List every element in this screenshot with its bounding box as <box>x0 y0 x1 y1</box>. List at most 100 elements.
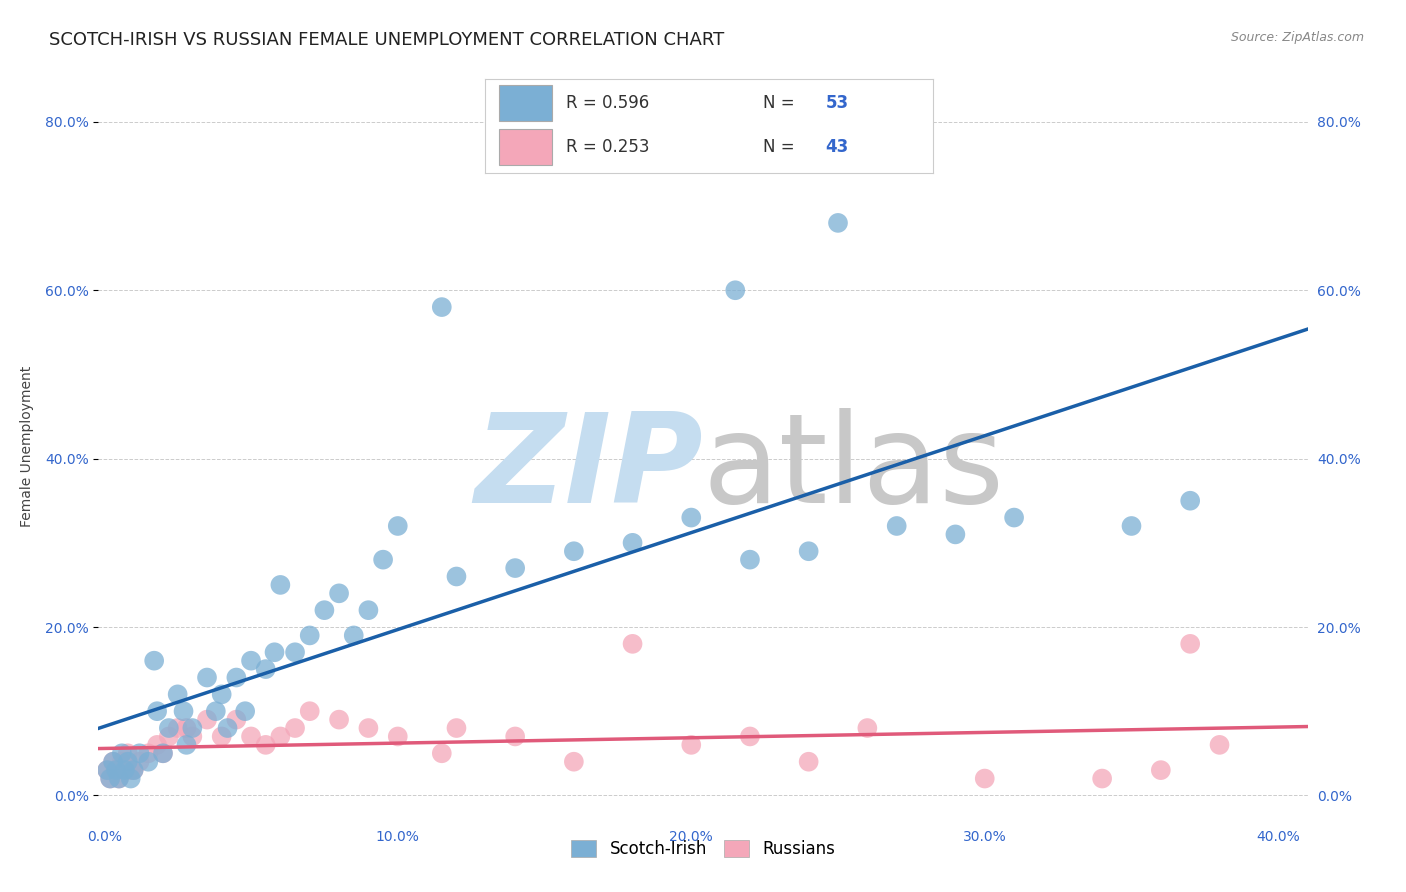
Point <box>122 763 145 777</box>
Point <box>101 755 124 769</box>
Point <box>343 628 366 642</box>
Point <box>120 763 142 777</box>
Point <box>430 300 453 314</box>
Point <box>1002 510 1025 524</box>
Point <box>1091 772 1114 786</box>
Point <box>240 654 263 668</box>
Point <box>152 746 174 760</box>
Point <box>225 671 247 685</box>
Point <box>157 730 180 744</box>
Point <box>1121 519 1143 533</box>
Point <box>176 738 198 752</box>
Point <box>314 603 336 617</box>
Point <box>173 704 195 718</box>
Y-axis label: Female Unemployment: Female Unemployment <box>20 366 34 526</box>
Point <box>157 721 180 735</box>
Point <box>263 645 285 659</box>
Point <box>328 586 350 600</box>
Point <box>105 763 128 777</box>
Point <box>122 763 145 777</box>
Point <box>562 544 585 558</box>
Point <box>101 755 124 769</box>
Point <box>856 721 879 735</box>
Point <box>128 755 150 769</box>
Point <box>254 662 277 676</box>
Point <box>738 552 761 566</box>
Point <box>298 704 321 718</box>
Point <box>233 704 256 718</box>
Point <box>1150 763 1173 777</box>
Point <box>681 510 703 524</box>
Point <box>827 216 849 230</box>
Point <box>136 746 159 760</box>
Point <box>225 713 247 727</box>
Point <box>1208 738 1230 752</box>
Point <box>973 772 995 786</box>
Point <box>1180 493 1202 508</box>
Point <box>269 730 291 744</box>
Point <box>328 713 350 727</box>
Point <box>621 536 644 550</box>
Point <box>146 738 169 752</box>
Point <box>446 721 468 735</box>
Point <box>446 569 468 583</box>
Point <box>298 628 321 642</box>
Point <box>108 772 131 786</box>
Point <box>240 730 263 744</box>
Point <box>945 527 967 541</box>
Point <box>1180 637 1202 651</box>
Text: SCOTCH-IRISH VS RUSSIAN FEMALE UNEMPLOYMENT CORRELATION CHART: SCOTCH-IRISH VS RUSSIAN FEMALE UNEMPLOYM… <box>49 31 724 49</box>
Point <box>146 704 169 718</box>
Point <box>136 755 159 769</box>
Point <box>724 283 747 297</box>
Point <box>152 746 174 760</box>
Point <box>176 721 198 735</box>
Point <box>96 763 118 777</box>
Point <box>96 763 118 777</box>
Point <box>98 772 121 786</box>
Point <box>371 552 394 566</box>
Point <box>204 704 226 718</box>
Point <box>211 687 233 701</box>
Point <box>387 730 409 744</box>
Point <box>217 721 239 735</box>
Point <box>562 755 585 769</box>
Point <box>166 687 188 701</box>
Point <box>117 755 139 769</box>
Point <box>120 772 142 786</box>
Point <box>111 755 134 769</box>
Point <box>269 578 291 592</box>
Legend: Scotch-Irish, Russians: Scotch-Irish, Russians <box>565 833 841 864</box>
Point <box>143 654 166 668</box>
Point <box>181 730 204 744</box>
Point <box>357 721 380 735</box>
Point <box>114 763 136 777</box>
Point <box>211 730 233 744</box>
Point <box>105 763 128 777</box>
Point <box>503 730 526 744</box>
Point <box>503 561 526 575</box>
Point <box>797 755 820 769</box>
Point <box>284 645 307 659</box>
Point <box>114 763 136 777</box>
Point <box>681 738 703 752</box>
Point <box>111 746 134 760</box>
Text: ZIP: ZIP <box>474 408 703 529</box>
Point <box>284 721 307 735</box>
Point <box>797 544 820 558</box>
Point <box>254 738 277 752</box>
Point <box>117 746 139 760</box>
Text: Source: ZipAtlas.com: Source: ZipAtlas.com <box>1230 31 1364 45</box>
Point <box>387 519 409 533</box>
Point <box>430 746 453 760</box>
Point <box>166 721 188 735</box>
Point <box>357 603 380 617</box>
Point <box>621 637 644 651</box>
Point <box>98 772 121 786</box>
Point <box>108 772 131 786</box>
Point <box>738 730 761 744</box>
Text: atlas: atlas <box>703 408 1005 529</box>
Point <box>181 721 204 735</box>
Point <box>128 746 150 760</box>
Point <box>195 671 218 685</box>
